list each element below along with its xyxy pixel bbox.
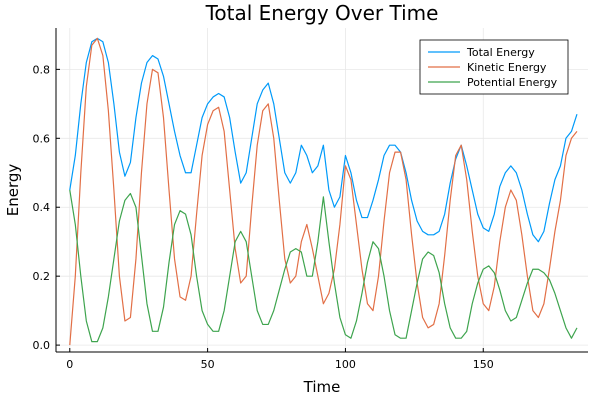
y-tick-label: 0.6 <box>33 132 51 145</box>
y-tick-label: 0.8 <box>33 63 51 76</box>
series-line-potential-energy <box>69 189 578 343</box>
x-tick-label: 0 <box>66 358 73 371</box>
tick-marks: 0 50 100 150 0.0 0.2 0.4 0.6 0.8 <box>33 63 494 371</box>
x-tick-label: 150 <box>473 358 494 371</box>
x-axis-label: Time <box>303 378 341 396</box>
y-axis-label: Energy <box>4 164 22 217</box>
x-tick-label: 50 <box>201 358 215 371</box>
chart-title: Total Energy Over Time <box>205 1 439 25</box>
series-group <box>69 37 578 346</box>
x-tick-label: 100 <box>335 358 356 371</box>
series-line-kinetic-energy <box>69 37 578 346</box>
legend-label-potential-energy: Potential Energy <box>467 76 558 89</box>
legend-label-kinetic-energy: Kinetic Energy <box>467 61 547 74</box>
series-line-total-energy <box>69 37 578 243</box>
y-tick-label: 0.0 <box>33 339 51 352</box>
y-tick-label: 0.2 <box>33 270 51 283</box>
axes <box>55 28 588 353</box>
legend: Total Energy Kinetic Energy Potential En… <box>419 39 569 95</box>
y-tick-label: 0.4 <box>33 201 51 214</box>
legend-label-total-energy: Total Energy <box>466 46 535 59</box>
